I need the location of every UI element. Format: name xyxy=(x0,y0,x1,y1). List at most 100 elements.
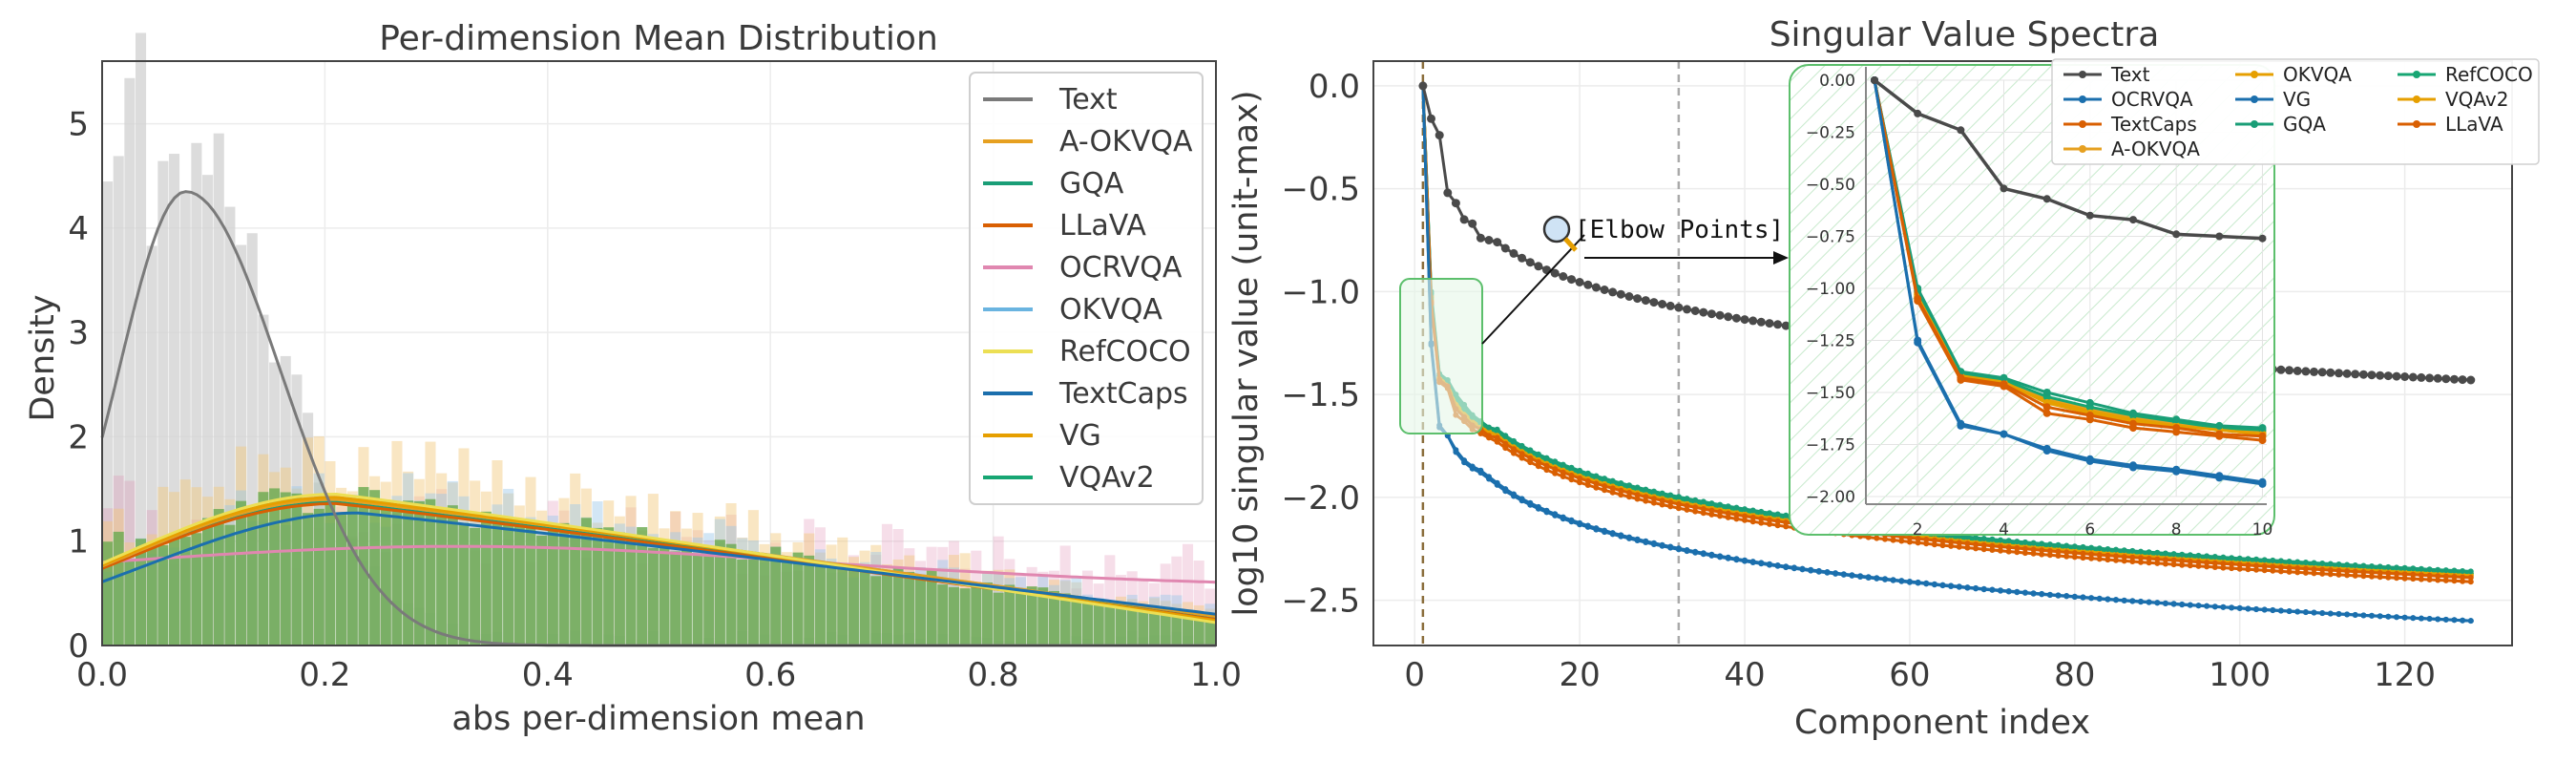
spectrum-point-textcaps xyxy=(1906,535,1913,541)
spectrum-point-vg xyxy=(2385,613,2392,620)
spectrum-point-llava xyxy=(1593,484,1600,491)
inset-point-vg xyxy=(2042,447,2051,455)
inset-point-text xyxy=(2000,184,2008,193)
spectrum-point-textcaps xyxy=(2435,573,2441,580)
left-legend-label: Text xyxy=(1058,83,1118,116)
spectrum-point-vg xyxy=(1742,558,1748,564)
spectrum-point-llava xyxy=(2302,569,2309,576)
spectrum-point-gqa xyxy=(2179,551,2186,558)
spectrum-point-vg xyxy=(1609,531,1616,538)
spectrum-point-textcaps xyxy=(2211,560,2218,566)
inset-x-tick-label: 8 xyxy=(2171,520,2182,540)
spectrum-point-vg xyxy=(1675,546,1682,553)
gqa-hist-bar xyxy=(759,557,770,646)
text-hist-bar xyxy=(169,154,180,646)
inset-x-ticks: 2 4 6 8 10 xyxy=(1913,520,2273,540)
right-legend-marker xyxy=(2079,71,2086,78)
spectrum-point-gqa xyxy=(2187,552,2193,559)
spectrum-point-llava xyxy=(2138,559,2144,565)
right-legend-box xyxy=(2051,58,2540,165)
spectrum-point-vg xyxy=(1906,579,1913,585)
spectrum-point-textcaps xyxy=(1518,451,1525,457)
spectrum-point-textcaps xyxy=(1783,519,1790,526)
spectrum-point-llava xyxy=(2005,548,2012,555)
spectrum-point-vg xyxy=(1931,582,1937,588)
gqa-hist-bar xyxy=(124,560,136,646)
gqa-hist-bar xyxy=(1182,616,1194,646)
gqa-hist-bar xyxy=(814,562,826,646)
spectrum-point-textcaps xyxy=(2261,563,2268,569)
spectrum-point-vg xyxy=(1808,567,1814,574)
spectrum-point-gqa xyxy=(2162,550,2168,557)
spectrum-point-gqa xyxy=(2014,539,2021,545)
spectrum-point-text xyxy=(2441,374,2451,384)
spectrum-point-gqa xyxy=(1543,455,1550,461)
gqa-hist-bar xyxy=(536,535,548,646)
spectrum-point-llava xyxy=(1626,494,1632,500)
gqa-hist-bar xyxy=(870,576,882,646)
inset-point-gqa xyxy=(2172,415,2181,424)
spectrum-point-text xyxy=(2317,368,2327,377)
inset-y-ticks: 0.00 −0.25 −0.50 −0.75 −1.00 −1.25 −1.50 −1.75 −… xyxy=(1806,72,1855,507)
left-legend-label: OKVQA xyxy=(1059,293,1162,327)
spectrum-point-vg xyxy=(1593,526,1600,533)
gqa-hist-bar xyxy=(403,500,414,646)
spectrum-point-gqa xyxy=(2394,564,2399,571)
spectrum-point-text xyxy=(1583,280,1593,289)
spectrum-point-gqa xyxy=(1742,506,1748,513)
gqa-hist-bar xyxy=(1204,614,1216,646)
gqa-hist-bar xyxy=(747,559,759,646)
spectrum-point-gqa xyxy=(2146,549,2152,556)
inset-point-llava xyxy=(2042,409,2051,417)
spectrum-point-text xyxy=(1435,131,1444,140)
text-hist-bar xyxy=(246,233,258,646)
spectrum-point-text xyxy=(1765,319,1774,328)
spectrum-point-llava xyxy=(2236,565,2243,572)
spectrum-point-vg xyxy=(2451,617,2458,624)
spectrum-point-gqa xyxy=(1618,480,1624,486)
spectrum-point-textcaps xyxy=(2335,567,2342,574)
inset-line-vg xyxy=(1873,79,2263,486)
spectrum-point-textcaps xyxy=(2319,566,2326,573)
spectrum-point-textcaps xyxy=(2302,565,2309,572)
spectrum-point-llava xyxy=(1568,476,1575,483)
spectrum-point-gqa xyxy=(1602,476,1608,482)
spectrum-point-gqa xyxy=(2410,565,2417,572)
spectrum-point-gqa xyxy=(2286,559,2293,564)
gqa-hist-bar xyxy=(291,493,303,646)
gqa-hist-bar xyxy=(236,500,247,646)
spectrum-point-llava xyxy=(1980,546,1987,553)
inset-x-tick-label: 4 xyxy=(1999,520,2009,540)
ocrvqa-hist-bar xyxy=(1171,556,1183,646)
spectrum-point-vg xyxy=(1626,535,1632,541)
gqa-hist-bar xyxy=(1026,586,1037,646)
gqa-hist-bar xyxy=(804,555,815,646)
gqa-hist-bar xyxy=(525,520,536,646)
spectrum-point-vg xyxy=(1527,501,1534,508)
spectrum-point-llava xyxy=(1989,547,1996,553)
left-x-ticks: 0.0 0.2 0.4 0.6 0.8 1.0 xyxy=(76,656,1242,694)
spectrum-point-textcaps xyxy=(1626,490,1632,496)
spectrum-point-llava xyxy=(2344,572,2351,579)
right-x-tick-label: 20 xyxy=(1559,656,1600,694)
spectrum-point-vg xyxy=(2410,615,2417,622)
spectrum-point-llava xyxy=(2220,564,2227,571)
spectrum-point-vg xyxy=(2435,616,2441,623)
spectrum-point-llava xyxy=(2394,575,2399,582)
right-y-tick-label: −0.5 xyxy=(1281,171,1360,209)
spectrum-point-textcaps xyxy=(1692,504,1699,511)
spectrum-point-vg xyxy=(2277,607,2284,614)
right-legend-label: RefCOCO xyxy=(2445,63,2533,86)
spectrum-point-llava xyxy=(1634,496,1641,502)
spectrum-point-llava xyxy=(2229,565,2235,572)
gqa-hist-bar xyxy=(1171,615,1183,646)
spectrum-point-vg xyxy=(2220,603,2227,610)
gqa-hist-bar xyxy=(191,533,202,646)
left-legend-label: OCRVQA xyxy=(1059,251,1183,285)
spectrum-point-llava xyxy=(1494,438,1500,445)
gqa-hist-bar xyxy=(447,505,458,646)
left-x-tick-label: 0.6 xyxy=(744,656,796,694)
spectrum-point-vg xyxy=(2245,605,2251,612)
spectrum-point-gqa xyxy=(1609,477,1616,484)
spectrum-point-vg xyxy=(1989,586,1996,593)
